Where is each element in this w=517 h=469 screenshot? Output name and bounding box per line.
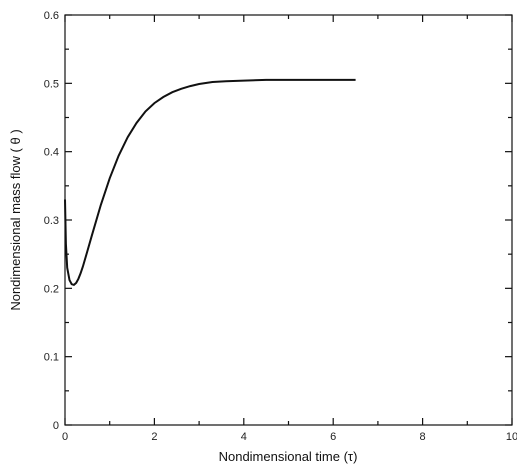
y-tick-label: 0.5: [44, 78, 59, 90]
y-tick-label: 0.2: [44, 283, 59, 295]
x-tick-label: 6: [330, 431, 336, 443]
plot-frame: [64, 14, 513, 426]
x-tick-label: 10: [506, 431, 517, 443]
y-tick-label: 0.1: [44, 352, 59, 364]
x-tick-label: 4: [241, 431, 247, 443]
x-tick-label: 0: [62, 431, 68, 443]
x-tick-label: 8: [420, 431, 426, 443]
x-axis-title: Nondimensional time (τ): [219, 449, 358, 464]
y-tick-label: 0: [53, 420, 59, 432]
y-tick-label: 0.6: [44, 10, 59, 22]
series-line: [64, 78, 356, 287]
axis-ticks: [64, 14, 513, 426]
y-tick-label: 0.3: [44, 215, 59, 227]
y-axis-title: Nondimensional mass flow ( θ ): [8, 129, 23, 310]
axis-tick-labels: 0 2 4 6 8 10 0 0.1 0.2 0.3 0.4 0.5 0.6: [44, 10, 517, 443]
x-tick-label: 2: [151, 431, 157, 443]
y-tick-label: 0.4: [44, 147, 59, 159]
